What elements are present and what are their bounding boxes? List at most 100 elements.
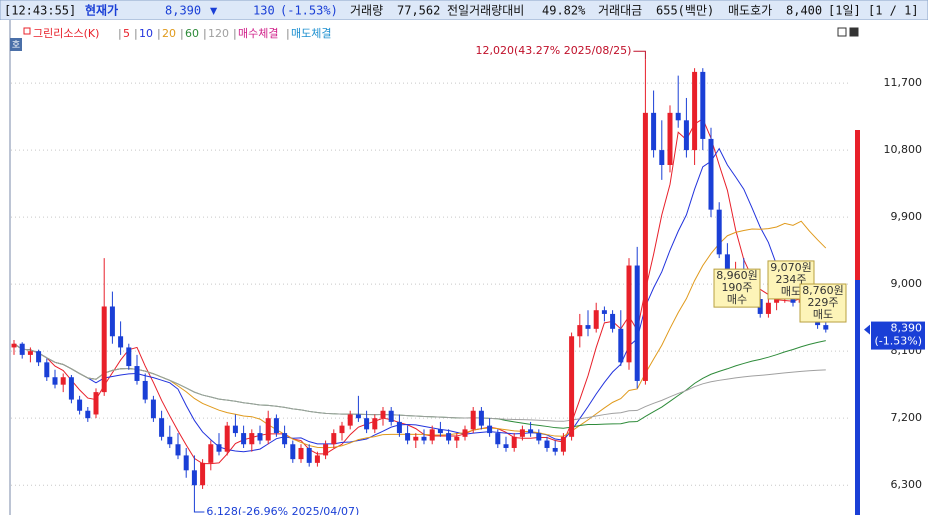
candle-body bbox=[216, 444, 222, 452]
candle-body bbox=[528, 429, 534, 434]
y-tick-label: 9,900 bbox=[891, 210, 923, 223]
y-tick-label: 10,800 bbox=[884, 143, 923, 156]
legend-ma: 120 bbox=[208, 27, 229, 40]
candle-body bbox=[429, 429, 435, 441]
last-arrow bbox=[864, 324, 870, 335]
candle-body bbox=[675, 112, 681, 121]
candle-body bbox=[659, 150, 665, 165]
candle-body bbox=[478, 410, 484, 426]
candle-body bbox=[536, 433, 542, 441]
candle-body bbox=[93, 392, 99, 415]
candle-body bbox=[396, 421, 402, 434]
header-field: 거래대금 bbox=[598, 4, 642, 18]
header-field: 49.82% bbox=[542, 4, 586, 18]
ma-line bbox=[13, 118, 827, 465]
candle-body bbox=[167, 436, 173, 445]
header-field: 130 bbox=[253, 4, 275, 18]
header-field: 매도호가 bbox=[728, 4, 772, 18]
candle-body bbox=[642, 112, 648, 381]
candle-body bbox=[232, 425, 238, 434]
candle-body bbox=[454, 436, 460, 441]
candle-body bbox=[626, 265, 632, 363]
header-field: 8,390 bbox=[165, 4, 201, 18]
legend-sep: | bbox=[118, 27, 122, 40]
candle-body bbox=[347, 414, 353, 426]
high-label: 12,020(43.27% 2025/08/25) bbox=[475, 44, 631, 57]
candle-body bbox=[462, 429, 468, 437]
candle-body bbox=[618, 328, 624, 363]
candle-body bbox=[19, 343, 25, 355]
high-pointer bbox=[633, 50, 646, 60]
legend-sep: | bbox=[286, 27, 290, 40]
candle-body bbox=[183, 455, 189, 471]
candle-body bbox=[27, 351, 33, 355]
candle-body bbox=[306, 447, 312, 463]
y-tick-label: 6,300 bbox=[891, 478, 923, 491]
candle-body bbox=[200, 462, 206, 486]
candle-body bbox=[634, 265, 640, 381]
candle-body bbox=[77, 399, 83, 411]
ma-line bbox=[13, 147, 827, 453]
candle-body bbox=[241, 433, 247, 445]
candle-body bbox=[191, 470, 197, 486]
candle-body bbox=[519, 429, 525, 437]
candle-body bbox=[446, 433, 452, 441]
trade-text: 8,760원 bbox=[802, 284, 844, 297]
candle-body bbox=[716, 209, 722, 255]
candle-body bbox=[126, 347, 132, 367]
header-field: ▼ bbox=[210, 4, 218, 18]
candle-body bbox=[421, 436, 427, 441]
trade-text: 229주 bbox=[807, 296, 838, 309]
trade-box bbox=[799, 283, 847, 323]
legend-sep: | bbox=[134, 27, 138, 40]
legend-sep: | bbox=[203, 27, 207, 40]
legend-trade: 매수체결 bbox=[238, 27, 278, 40]
candle-body bbox=[355, 414, 361, 419]
legend-ma: 10 bbox=[139, 27, 153, 40]
y-tick-label: 11,700 bbox=[884, 76, 923, 89]
candle-body bbox=[265, 418, 271, 441]
candle-body bbox=[323, 444, 329, 456]
candle-body bbox=[544, 440, 550, 448]
legend-name: 그린리소스(K) bbox=[33, 27, 99, 40]
candle-body bbox=[765, 302, 771, 314]
last-price-box bbox=[871, 321, 925, 350]
window-button[interactable] bbox=[837, 27, 847, 37]
candle-body bbox=[364, 418, 370, 430]
candle-body bbox=[823, 325, 829, 330]
candle-body bbox=[249, 433, 255, 445]
candle-body bbox=[257, 433, 263, 441]
header-field: 전일거래량대비 bbox=[447, 4, 524, 18]
ma-line bbox=[13, 343, 826, 422]
range-bar-up bbox=[855, 130, 860, 280]
candle-body bbox=[388, 410, 394, 422]
candle-body bbox=[487, 425, 493, 434]
candle-body bbox=[560, 436, 566, 452]
header-field: [1 / 1] bbox=[868, 4, 919, 18]
candle-body bbox=[708, 138, 714, 210]
header-field: 거래량 bbox=[350, 4, 383, 18]
legend-ma: 20 bbox=[162, 27, 176, 40]
low-pointer bbox=[193, 498, 205, 513]
trade-text: 매도 bbox=[813, 308, 833, 321]
candle-body bbox=[503, 444, 509, 448]
last-pct: (-1.53%) bbox=[875, 335, 923, 348]
legend-sep: | bbox=[233, 27, 237, 40]
last-price: 8,390 bbox=[891, 322, 923, 335]
candle-body bbox=[577, 325, 583, 337]
candle-body bbox=[118, 336, 124, 348]
y-tick-label: 9,000 bbox=[891, 277, 923, 290]
candle-body bbox=[60, 377, 66, 385]
window-button[interactable] bbox=[849, 27, 859, 37]
candle-body bbox=[593, 310, 599, 329]
candle-body bbox=[437, 429, 443, 434]
candle-body bbox=[667, 112, 673, 165]
icon-box[interactable] bbox=[10, 38, 22, 51]
candle-body bbox=[298, 447, 304, 460]
candle-body bbox=[101, 306, 107, 393]
candle-body bbox=[314, 455, 320, 463]
header-field: 현재가 bbox=[85, 3, 118, 18]
trade-text: 8,960원 bbox=[716, 269, 758, 282]
candle-body bbox=[224, 425, 230, 452]
